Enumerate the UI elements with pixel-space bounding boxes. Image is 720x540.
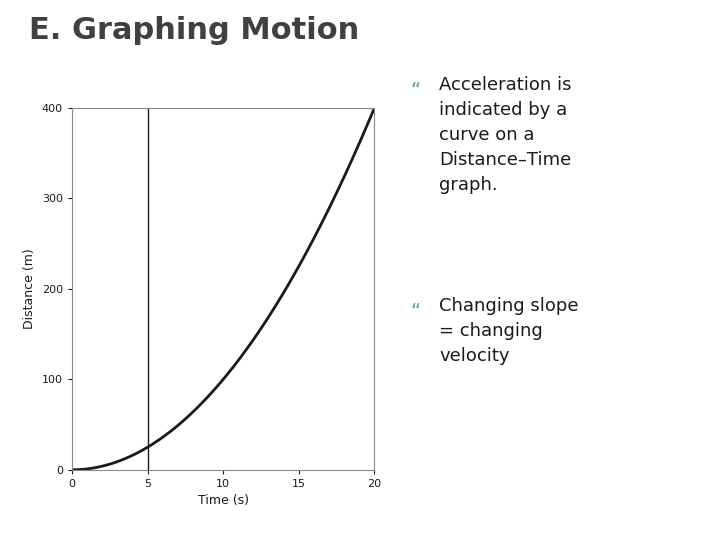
Text: “: “ bbox=[410, 81, 420, 100]
X-axis label: Time (s): Time (s) bbox=[198, 495, 248, 508]
Text: “: “ bbox=[410, 302, 420, 321]
Text: Acceleration is
indicated by a
curve on a
Distance–Time
graph.: Acceleration is indicated by a curve on … bbox=[439, 76, 572, 194]
Y-axis label: Distance (m): Distance (m) bbox=[23, 248, 36, 329]
Text: E. Graphing Motion: E. Graphing Motion bbox=[29, 16, 359, 45]
Text: Changing slope
= changing
velocity: Changing slope = changing velocity bbox=[439, 297, 579, 365]
